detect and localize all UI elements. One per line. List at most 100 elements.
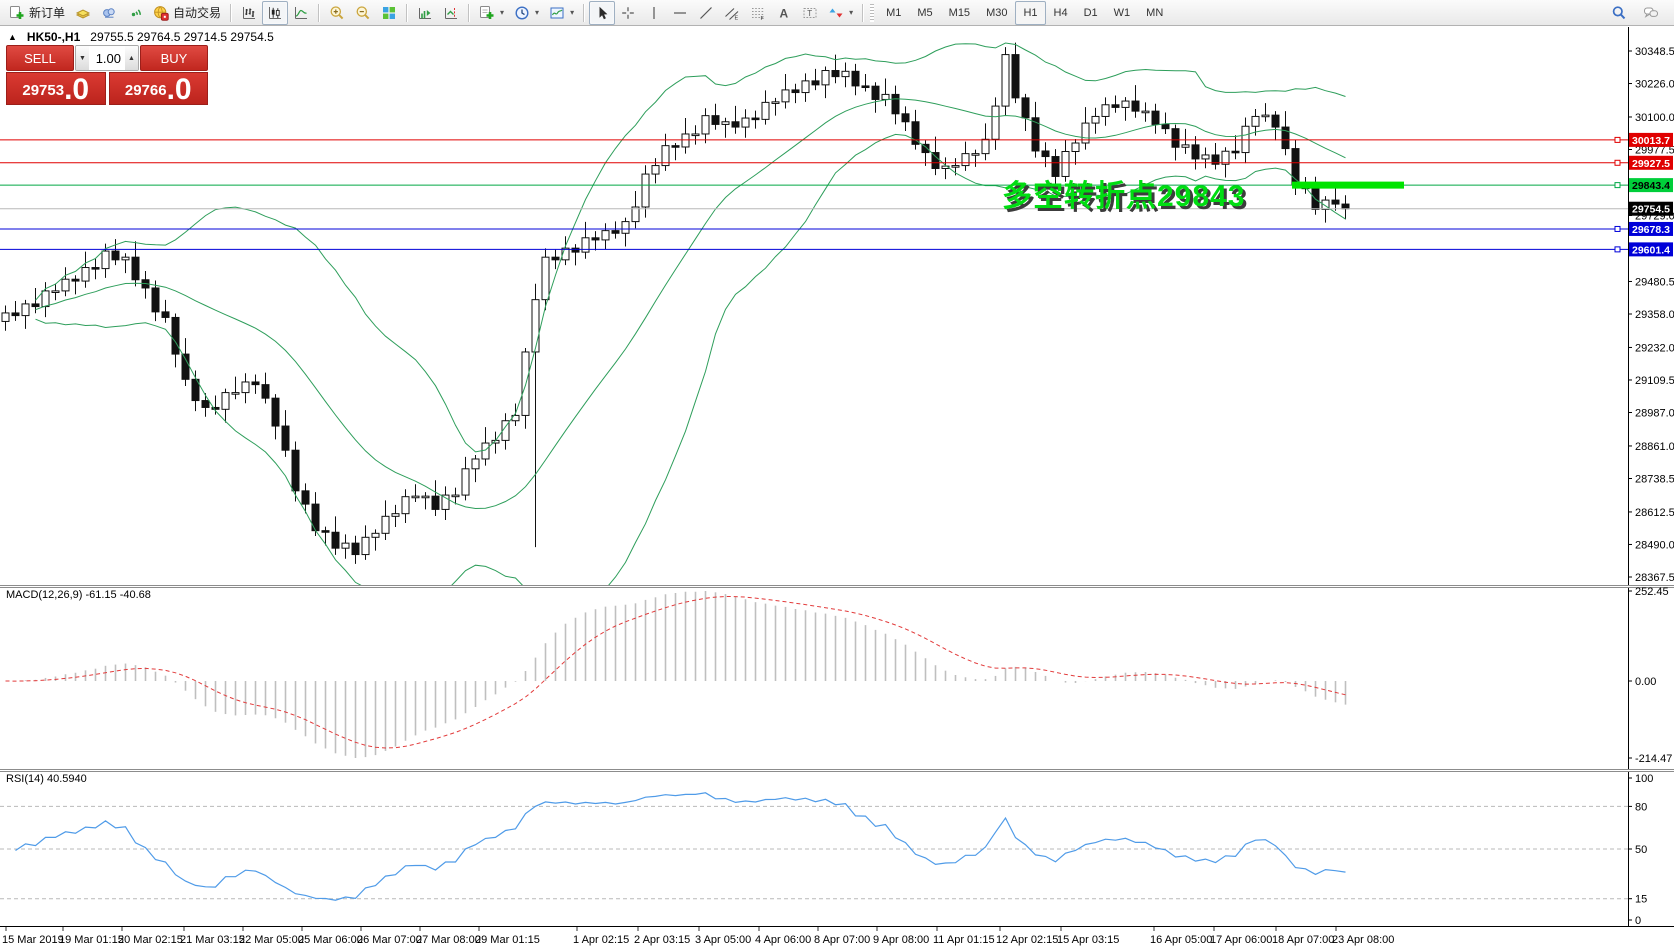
toolbar-separator	[406, 3, 409, 22]
vertical-line-button[interactable]	[641, 1, 667, 25]
timeframe-h4-button[interactable]: H4	[1053, 6, 1068, 19]
crosshair-button[interactable]	[615, 1, 641, 25]
equidistant-channel-button[interactable]: E	[719, 1, 745, 25]
main-chart-svg[interactable]: 30348.530226.030100.029977.529729.029480…	[0, 27, 1674, 585]
shapes-icon	[829, 8, 843, 17]
svg-text:28367.5: 28367.5	[1635, 572, 1674, 584]
auto-trading-button[interactable]: 自动交易	[148, 1, 226, 25]
zoom-in-icon	[330, 5, 344, 19]
svg-text:100: 100	[1635, 773, 1653, 785]
timeframe-m1-button[interactable]: M1	[886, 6, 902, 19]
price-axis-ticks: 30348.530226.030100.029977.529729.029480…	[1628, 46, 1674, 584]
sell-price[interactable]: 29753.0	[6, 72, 106, 105]
svg-text:29480.5: 29480.5	[1635, 276, 1674, 288]
svg-text:29358.0: 29358.0	[1635, 309, 1674, 321]
svg-text:21 Mar 03:15: 21 Mar 03:15	[180, 934, 245, 946]
templates-button[interactable]: ▾	[544, 1, 579, 25]
timeframe-m5-button[interactable]: M5	[917, 6, 933, 19]
cursor-button[interactable]	[589, 0, 616, 25]
svg-text:252.45: 252.45	[1635, 586, 1669, 598]
cursor-icon	[599, 6, 608, 19]
svg-text:2 Apr 03:15: 2 Apr 03:15	[634, 934, 690, 946]
svg-text:9 Apr 08:00: 9 Apr 08:00	[873, 934, 929, 946]
collapse-marker-icon[interactable]: ▲	[8, 32, 17, 42]
channel-icon: E	[725, 7, 739, 21]
tick-book-button[interactable]	[70, 1, 96, 25]
timeframe-m30-button[interactable]: M30	[986, 6, 1008, 19]
tile-windows-icon	[383, 6, 396, 19]
chat-icon	[1644, 7, 1658, 18]
signals-button[interactable]	[122, 1, 148, 25]
trendline-button[interactable]	[693, 1, 719, 25]
timeframe-mn-button[interactable]: MN	[1146, 6, 1164, 19]
candle-chart-mode-button[interactable]	[262, 0, 289, 25]
svg-text:29977.5: 29977.5	[1635, 145, 1674, 157]
new-order-button[interactable]: 新订单	[4, 1, 70, 25]
timeframe-h1-button[interactable]: H1	[1015, 0, 1046, 25]
arrows-button[interactable]: ▾	[823, 1, 858, 25]
market-depth-button[interactable]	[96, 1, 122, 25]
chart-shift-icon	[445, 7, 458, 19]
volume-input[interactable]	[89, 46, 125, 70]
sell-button[interactable]: SELL	[6, 45, 74, 71]
svg-text:11 Apr 01:15: 11 Apr 01:15	[933, 934, 995, 946]
text-button[interactable]: A	[771, 1, 797, 25]
macd-signal-line	[5, 595, 1346, 749]
volume-increase-button[interactable]: ▲	[125, 46, 138, 70]
book-icon	[75, 8, 91, 19]
periods-button[interactable]: ▾	[509, 1, 544, 25]
toolbar-separator	[862, 3, 865, 22]
bar-chart-mode-button[interactable]	[236, 1, 262, 25]
buy-button[interactable]: BUY	[140, 45, 208, 71]
line-chart-mode-button[interactable]	[288, 1, 314, 25]
chart-shift-button[interactable]	[438, 1, 464, 25]
svg-text:28738.5: 28738.5	[1635, 473, 1674, 485]
tile-windows-button[interactable]	[376, 1, 402, 25]
svg-text:29601.4: 29601.4	[1632, 244, 1670, 256]
text-icon: A	[780, 6, 789, 20]
rsi-pane-svg[interactable]: 100 80 50 15 0	[0, 769, 1674, 926]
svg-text:28861.0: 28861.0	[1635, 441, 1674, 453]
cloud-icon	[103, 7, 115, 18]
new-chart-button[interactable]: ▾	[474, 1, 509, 25]
svg-text:F: F	[761, 15, 765, 20]
bollinger-bands	[35, 42, 1346, 585]
svg-text:27 Mar 08:00: 27 Mar 08:00	[416, 934, 481, 946]
svg-text:29927.5: 29927.5	[1632, 158, 1670, 170]
symbol-period-label: HK50-,H1	[26, 30, 81, 44]
svg-text:1 Apr 02:15: 1 Apr 02:15	[573, 934, 629, 946]
timeframe-d1-button[interactable]: D1	[1083, 6, 1098, 19]
fibonacci-button[interactable]: F	[745, 1, 771, 25]
chart-window: 30348.5 30226.0 30100.0 29977.5 29729.0 29480…	[0, 27, 1674, 950]
bar-chart-icon	[243, 6, 256, 19]
svg-text:23 Apr 08:00: 23 Apr 08:00	[1332, 934, 1394, 946]
horizontal-line-button[interactable]	[667, 1, 693, 25]
zoom-out-button[interactable]	[350, 1, 376, 25]
svg-text:15 Apr 03:15: 15 Apr 03:15	[1057, 934, 1119, 946]
template-icon	[550, 7, 564, 18]
auto-scroll-icon	[419, 7, 432, 19]
new-chart-icon	[480, 5, 494, 19]
svg-text:12 Apr 02:15: 12 Apr 02:15	[996, 934, 1058, 946]
volume-decrease-button[interactable]: ▼	[76, 46, 89, 70]
toolbar-separator	[583, 3, 586, 22]
crosshair-icon	[622, 6, 634, 19]
svg-text:20 Mar 02:15: 20 Mar 02:15	[118, 934, 183, 946]
svg-text:22 Mar 05:00: 22 Mar 05:00	[239, 934, 304, 946]
timeframe-w1-button[interactable]: W1	[1113, 6, 1131, 19]
svg-text:26 Mar 07:00: 26 Mar 07:00	[357, 934, 422, 946]
buy-price[interactable]: 29766.0	[108, 72, 208, 105]
chart-title: ▲ HK50-,H1 29755.5 29764.5 29714.5 29754…	[8, 30, 274, 44]
toolbar: 新订单 自动交易 ▾ ▾ ▾ E F A T ▾ M1 M5 M15 M30 H1 H4 D1 W1 MN	[0, 0, 1674, 26]
svg-text:E: E	[735, 15, 739, 21]
date-axis[interactable]: 15 Mar 2019 19 Mar 01:15 20 Mar 02:15 21 Ma…	[0, 926, 1674, 950]
auto-scroll-button[interactable]	[412, 1, 438, 25]
toolbar-separator	[468, 3, 471, 22]
zoom-in-button[interactable]	[324, 1, 350, 25]
annotation-text[interactable]: 多空转折点29843	[1002, 180, 1246, 213]
text-label-button[interactable]: T	[797, 1, 823, 25]
search-button[interactable]	[1606, 1, 1632, 25]
chat-button[interactable]	[1638, 1, 1664, 25]
macd-pane-svg[interactable]: 252.45 0.00 -214.47	[0, 585, 1674, 769]
timeframe-m15-button[interactable]: M15	[948, 6, 971, 19]
